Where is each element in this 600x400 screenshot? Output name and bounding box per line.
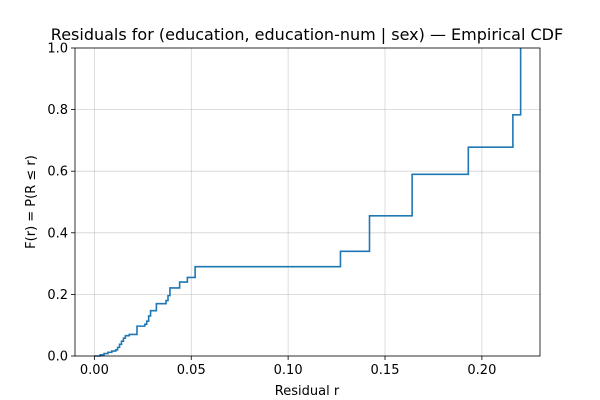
x-tick-label: 0.20	[467, 363, 496, 378]
y-tick-label: 0.0	[47, 350, 68, 365]
ecdf-step-line	[94, 48, 522, 357]
grid-lines	[75, 47, 540, 357]
y-axis-ticks: 0.0 0.2 0.4 0.6 0.8 1.0	[47, 42, 75, 365]
x-tick-label: 0.00	[80, 363, 109, 378]
plot-frame	[74, 47, 541, 357]
y-tick-label: 1.0	[47, 42, 68, 57]
y-tick-label: 0.4	[47, 226, 68, 241]
y-tick-label: 0.8	[47, 103, 68, 118]
x-axis-label: Residual r	[275, 384, 340, 399]
x-tick-label: 0.05	[177, 363, 206, 378]
x-axis-ticks: 0.00 0.05 0.10 0.15 0.20	[80, 356, 496, 378]
chart-title: Residuals for (education, education-num …	[51, 25, 563, 44]
x-tick-label: 0.15	[371, 363, 400, 378]
x-tick-label: 0.10	[274, 363, 303, 378]
series-group	[94, 48, 522, 357]
y-tick-label: 0.2	[47, 288, 68, 303]
y-axis-label: F(r) = P(R ≤ r)	[24, 155, 39, 249]
y-tick-label: 0.6	[47, 165, 68, 180]
